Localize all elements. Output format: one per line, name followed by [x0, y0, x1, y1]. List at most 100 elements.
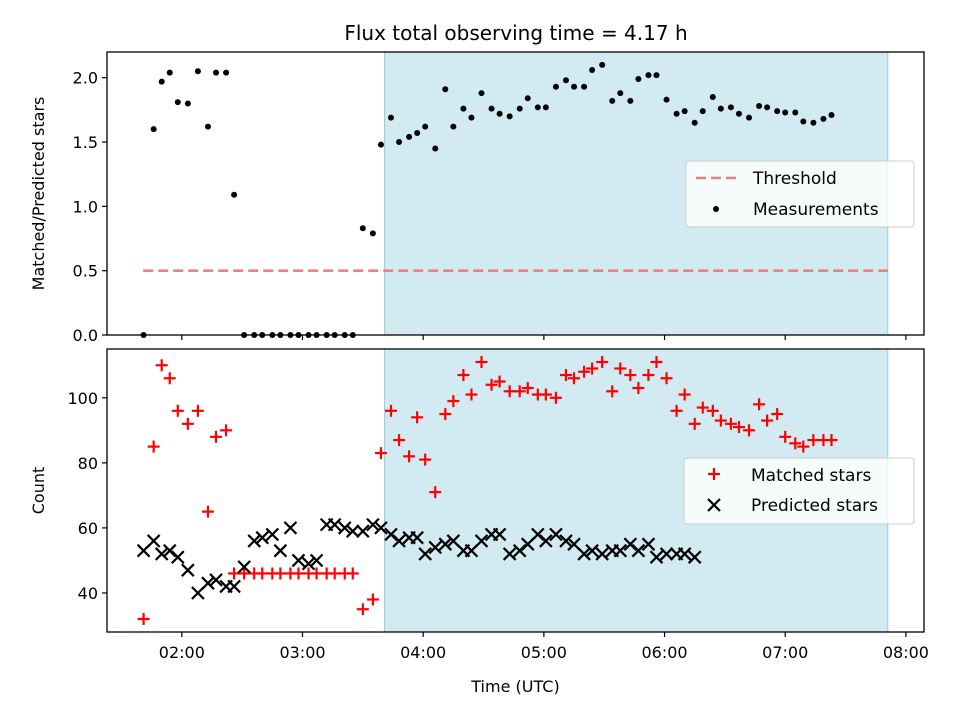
matched-star-point [797, 440, 810, 453]
predicted-star-point [428, 540, 443, 555]
measurement-point [369, 230, 376, 237]
matched-star-point [549, 391, 562, 404]
matched-star-point [346, 567, 359, 580]
x-tick-label: 03:00 [279, 643, 325, 662]
matched-star-point [559, 369, 572, 382]
measurement-point [414, 130, 421, 137]
matched-star-point [366, 593, 379, 606]
legend-matched-swatch [708, 468, 720, 480]
measurement-point [645, 72, 652, 79]
predicted-star-point [659, 547, 674, 561]
predicted-star-point [374, 521, 388, 535]
predicted-star-point [255, 530, 270, 545]
predicted-star-point [595, 547, 609, 561]
measurement-point [820, 115, 827, 122]
predicted-stars-series [136, 517, 702, 600]
axes-frame-top [106, 51, 925, 336]
measurement-point [681, 108, 688, 115]
predicted-star-point [171, 550, 185, 564]
predicted-star-point [577, 547, 591, 561]
measurement-point [377, 141, 384, 148]
measurement-point [764, 104, 771, 111]
matched-star-point [696, 401, 709, 414]
legend-plus-marker [708, 468, 720, 480]
predicted-star-point [283, 521, 298, 535]
matched-star-point [292, 567, 305, 580]
predicted-star-point [146, 534, 161, 548]
legend-matched-label: Matched stars [751, 466, 871, 486]
panel-ratio: 0.00.51.01.52.0 Matched/Predicted stars … [29, 51, 925, 345]
matched-star-point [706, 404, 719, 417]
matched-star-point [403, 450, 416, 463]
predicted-star-point [366, 517, 380, 532]
matched-star-point [568, 372, 581, 385]
matched-star-point [678, 388, 691, 401]
predicted-star-point [641, 537, 656, 551]
measurement-point [150, 126, 157, 133]
measurement-point [562, 77, 569, 84]
predicted-star-point [247, 534, 262, 548]
matched-star-point [578, 365, 591, 378]
measurement-point [460, 105, 467, 112]
x-tick-label: 05:00 [521, 643, 567, 662]
measurement-point [450, 123, 457, 130]
matched-star-point [596, 356, 609, 369]
y-tick-label: 2.0 [73, 69, 98, 88]
predicted-star-point [181, 563, 195, 577]
measurement-point [387, 114, 394, 121]
y-tick-label: 1.0 [73, 197, 98, 216]
predicted-star-point [631, 543, 646, 558]
matched-star-point [650, 356, 663, 369]
measurement-point [432, 145, 439, 152]
matched-star-point [328, 567, 341, 580]
measurement-point [174, 99, 181, 106]
measurement-point [223, 69, 230, 76]
predicted-star-point [154, 547, 169, 561]
matched-star-point [539, 388, 552, 401]
predicted-star-point [309, 553, 324, 568]
measurement-point [359, 225, 366, 232]
measurement-point [756, 103, 763, 110]
x-tick-label: 08:00 [883, 643, 929, 662]
x-axis-ticks-bottom: 02:00 03:00 04:00 05:00 06:00 07:00 08:00 [159, 632, 929, 662]
measurement-point [746, 114, 753, 121]
predicted-star-point [502, 547, 517, 561]
measurement-point [542, 104, 549, 111]
matched-star-point [743, 424, 756, 437]
measurement-point [552, 83, 559, 90]
matched-star-point [761, 414, 774, 427]
predicted-star-point [237, 560, 251, 574]
predicted-star-point [549, 527, 563, 542]
matched-star-point [465, 388, 478, 401]
matched-star-point [356, 603, 369, 616]
legend-predicted-label: Predicted stars [751, 496, 878, 516]
measurement-point [599, 61, 606, 68]
legend-measurements-swatch [713, 206, 719, 212]
matched-star-point [825, 434, 838, 447]
measurement-point [406, 133, 413, 140]
predicted-star-point [337, 521, 352, 535]
matched-star-point [688, 417, 701, 430]
legend-top: Threshold Measurements [685, 160, 915, 228]
measurement-point [468, 114, 475, 121]
matched-star-point [789, 437, 802, 450]
measurement-point [627, 97, 634, 104]
y-tick-label: 0.5 [73, 262, 98, 281]
legend-predicted-swatch [707, 498, 721, 512]
measurements-series [140, 61, 835, 338]
measurement-point [524, 95, 531, 102]
measurement-point [581, 83, 588, 90]
measurement-point [709, 94, 716, 101]
predicted-star-point [392, 534, 406, 548]
measurement-point [717, 105, 724, 112]
predicted-star-point [327, 517, 342, 532]
measurement-point [691, 119, 698, 126]
predicted-star-point [474, 534, 489, 548]
predicted-star-point [559, 534, 573, 548]
measurement-point [422, 123, 429, 130]
matched-star-point [191, 404, 204, 417]
y-axis-label-bottom: Count [29, 467, 48, 515]
matched-star-point [493, 375, 506, 388]
matched-star-point [228, 567, 241, 580]
matched-star-point [256, 567, 269, 580]
